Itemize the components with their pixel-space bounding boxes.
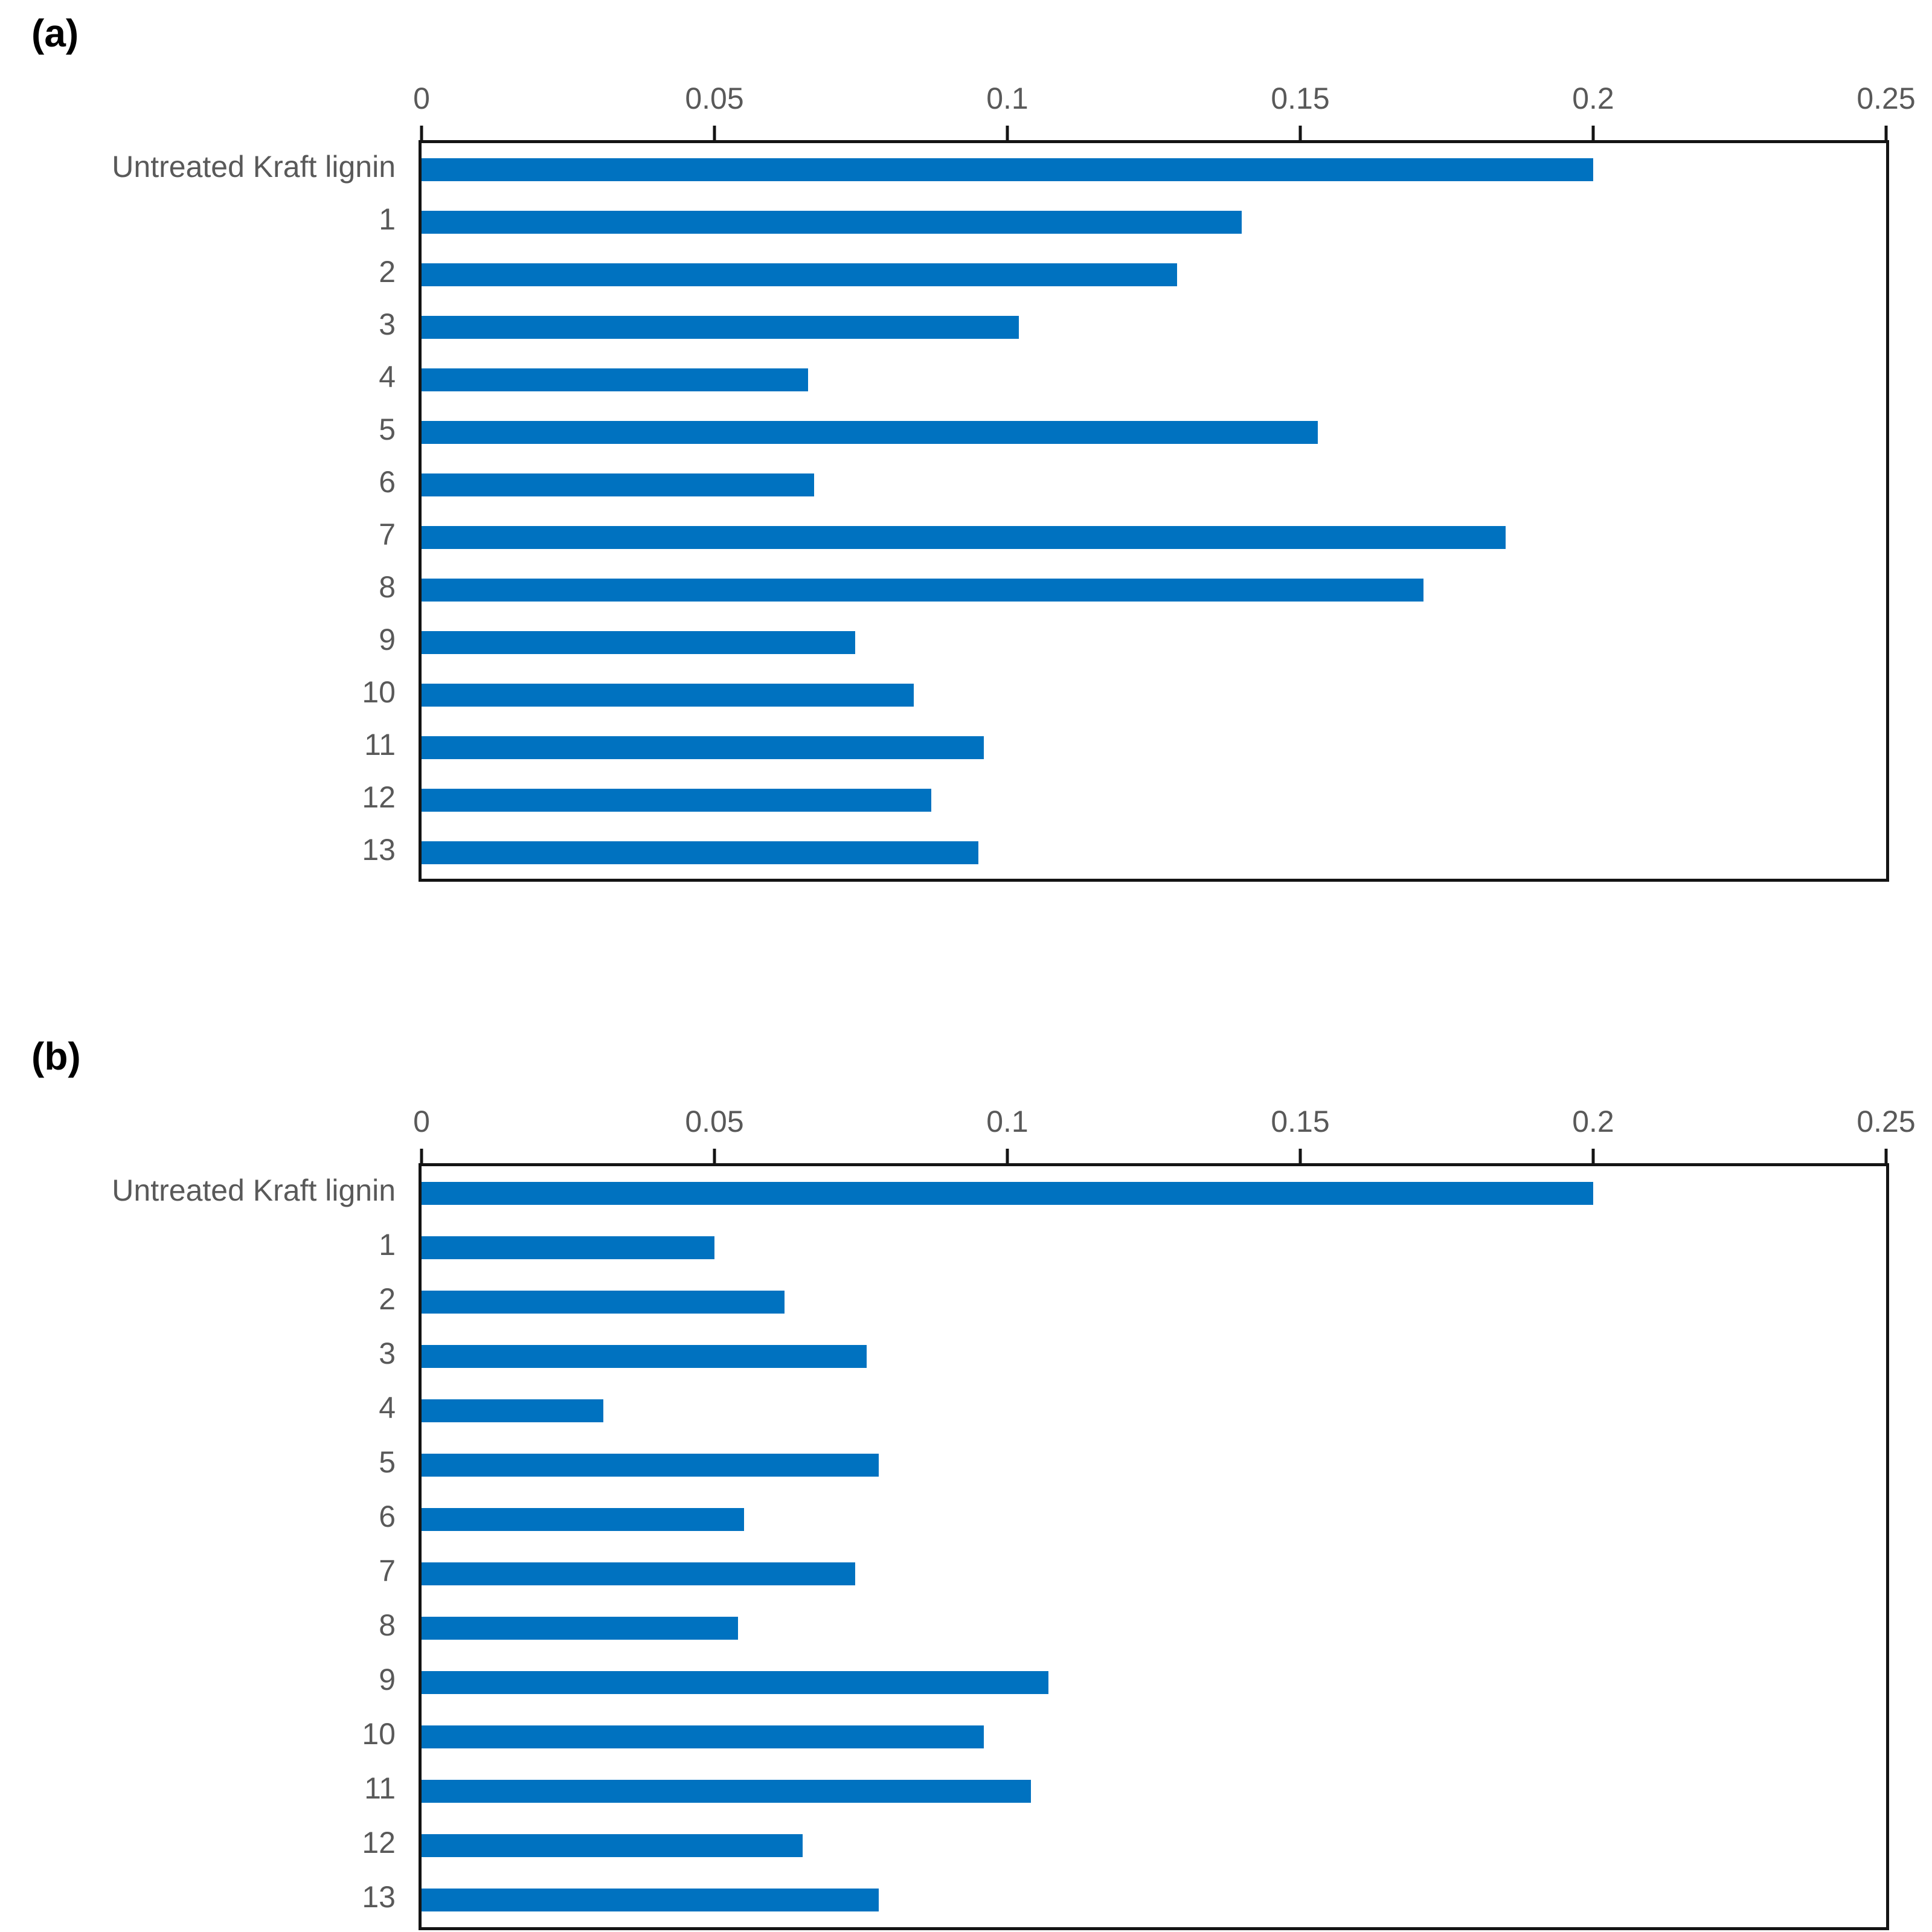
bar — [422, 1508, 744, 1531]
x-tick-label: 0.25 — [1857, 1105, 1916, 1138]
category-label: 5 — [379, 412, 396, 446]
x-tick-mark — [713, 126, 716, 140]
x-tick-label: 0.2 — [1572, 1105, 1614, 1138]
x-tick-mark — [1884, 1149, 1888, 1163]
x-tick-label: 0.25 — [1857, 82, 1916, 115]
bar — [422, 315, 1019, 339]
category-label: 10 — [362, 1717, 396, 1751]
bar — [422, 736, 984, 759]
category-label: 5 — [379, 1445, 396, 1479]
x-tick-mark — [420, 1149, 423, 1163]
x-tick-mark — [1006, 126, 1009, 140]
category-label: 12 — [362, 1826, 396, 1860]
chart-a-plot-area: 0 0.05 0.1 0.15 0.2 0.25 — [413, 82, 1916, 882]
x-tick-mark — [1006, 1149, 1009, 1163]
bar — [422, 631, 855, 654]
bar — [422, 1889, 879, 1911]
category-label: 4 — [379, 359, 396, 394]
bar — [422, 1780, 1031, 1803]
category-label: 8 — [379, 570, 396, 604]
bar — [422, 1291, 785, 1314]
category-label: 12 — [362, 780, 396, 814]
bar — [422, 1562, 855, 1585]
category-label: 13 — [362, 1880, 396, 1914]
chart-b-plot-area: 0 0.05 0.1 0.15 0.2 0.25 — [413, 1105, 1916, 1930]
bar — [422, 1236, 714, 1259]
x-tick-mark — [1591, 1149, 1595, 1163]
bar — [422, 368, 809, 391]
category-label: 11 — [364, 727, 396, 762]
category-label: 11 — [364, 1771, 396, 1805]
category-label: Untreated Kraft lignin — [112, 1173, 396, 1207]
bar — [422, 1834, 803, 1857]
x-tick-mark — [420, 126, 423, 140]
category-label: 13 — [362, 832, 396, 867]
x-tick-mark — [1298, 126, 1302, 140]
x-tick-mark — [713, 1149, 716, 1163]
category-label: 3 — [379, 307, 396, 341]
x-tick-mark — [1591, 126, 1595, 140]
category-label: 6 — [379, 464, 396, 499]
chart-a-category-axis: Untreated Kraft lignin 1 2 3 4 5 6 7 8 9 10 11 12 13 — [0, 140, 396, 876]
category-label: 1 — [379, 1228, 396, 1262]
bar — [422, 578, 1423, 602]
category-label: 3 — [379, 1337, 396, 1370]
x-tick-mark — [1298, 1149, 1302, 1163]
category-label: 7 — [379, 517, 396, 551]
bar — [422, 1617, 738, 1640]
bar — [422, 158, 1593, 181]
bar — [422, 1725, 984, 1748]
bar — [422, 788, 931, 812]
bar — [422, 263, 1178, 286]
x-tick-label: 0.2 — [1572, 82, 1614, 115]
x-tick-label: 0.15 — [1271, 82, 1330, 115]
x-tick-label: 0 — [413, 82, 430, 115]
category-label: 7 — [379, 1554, 396, 1588]
bar — [422, 525, 1506, 549]
category-label: 2 — [379, 1282, 396, 1316]
bar — [422, 1345, 867, 1368]
category-label: 4 — [379, 1391, 396, 1425]
bar — [422, 1399, 603, 1422]
bar — [422, 420, 1318, 444]
bar — [422, 1454, 879, 1477]
category-label: 9 — [379, 1663, 396, 1696]
category-label: 9 — [379, 622, 396, 656]
category-label: Untreated Kraft lignin — [112, 149, 396, 184]
panel-b-label: (b) — [31, 1035, 81, 1078]
bar — [422, 683, 914, 707]
bar — [422, 210, 1242, 234]
category-label: 8 — [379, 1608, 396, 1642]
category-label: 6 — [379, 1500, 396, 1533]
x-tick-label: 0.1 — [986, 82, 1029, 115]
bar — [422, 473, 814, 496]
chart-b-category-axis: Untreated Kraft lignin 1 2 3 4 5 6 7 8 9 10 11 12 13 — [0, 1163, 396, 1924]
bar — [422, 841, 978, 864]
bar — [422, 1182, 1593, 1205]
x-tick-label: 0.1 — [986, 1105, 1029, 1138]
x-tick-label: 0.15 — [1271, 1105, 1330, 1138]
x-tick-label: 0.05 — [685, 1105, 744, 1138]
category-label: 1 — [379, 202, 396, 236]
category-label: 10 — [362, 675, 396, 709]
bar — [422, 1671, 1048, 1694]
x-tick-mark — [1884, 126, 1888, 140]
x-tick-label: 0 — [413, 1105, 430, 1138]
category-label: 2 — [379, 254, 396, 289]
panel-a-label: (a) — [31, 11, 79, 55]
x-tick-label: 0.05 — [685, 82, 744, 115]
